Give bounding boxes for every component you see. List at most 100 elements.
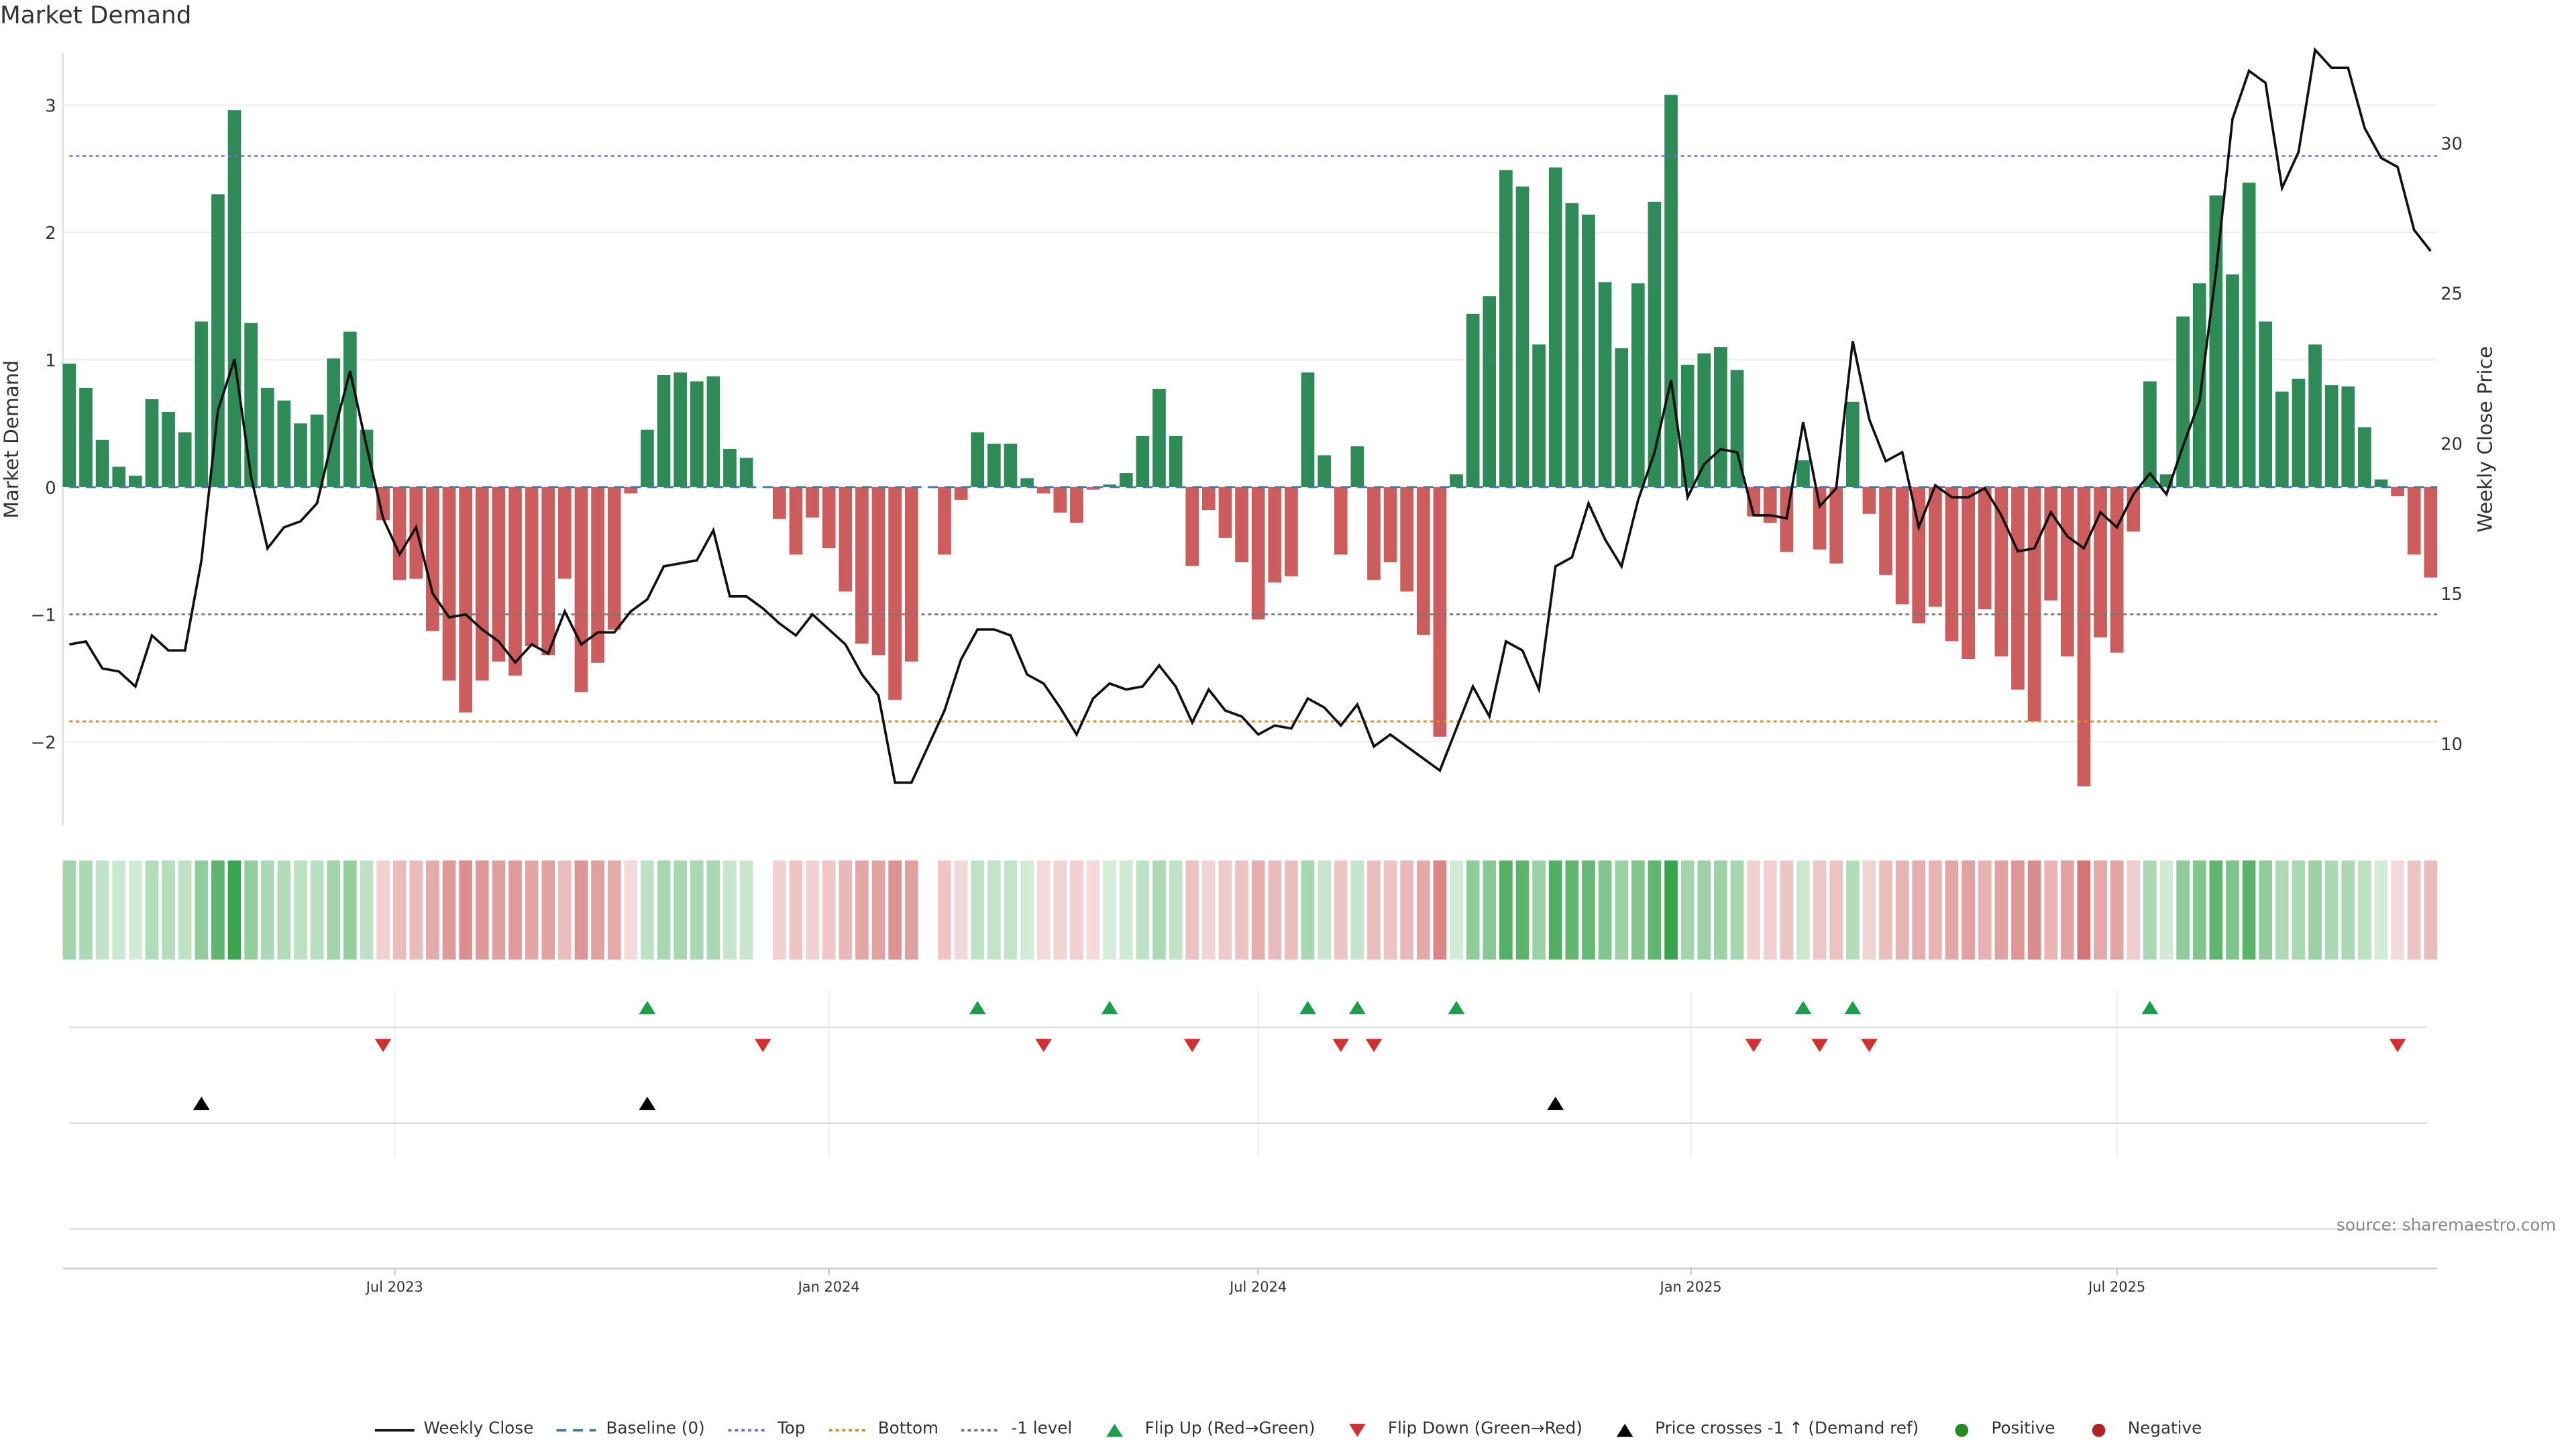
flip-down-marker xyxy=(754,1039,771,1052)
demand-strip-cell xyxy=(2027,860,2041,960)
demand-strip-cell xyxy=(2209,860,2223,960)
demand-strip-cell xyxy=(2011,860,2025,960)
legend-item: Bottom xyxy=(828,1420,938,1439)
legend-line-icon xyxy=(374,1428,414,1431)
negative-bar xyxy=(426,486,439,631)
x-tick-label: Jul 2023 xyxy=(365,1279,423,1295)
demand-strip-cell xyxy=(1763,860,1777,960)
demand-strip-cell xyxy=(1070,860,1083,960)
negative-bar xyxy=(1895,486,1909,605)
negative-bar xyxy=(1929,486,1942,607)
negative-bar xyxy=(2077,486,2091,786)
flip-up-marker xyxy=(1101,1000,1118,1015)
positive-bar xyxy=(178,432,192,487)
demand-strip-cell xyxy=(1548,860,1562,960)
demand-strip-cell xyxy=(1169,860,1183,960)
demand-strip-cell xyxy=(128,860,142,960)
positive-bar xyxy=(2259,321,2273,487)
y2-tick-label: 10 xyxy=(2440,735,2463,755)
demand-strip-cell xyxy=(723,860,737,960)
demand-strip-cell xyxy=(1301,860,1315,960)
negative-bar xyxy=(409,486,423,579)
demand-strip-cell xyxy=(1350,860,1364,960)
positive-bar xyxy=(1499,170,1513,487)
y2-tick-label: 25 xyxy=(2440,284,2463,305)
demand-strip-cell xyxy=(310,860,324,960)
demand-strip-cell xyxy=(2226,860,2239,960)
negative-bar xyxy=(772,486,786,519)
negative-bar xyxy=(591,486,604,663)
y2-tick-label: 30 xyxy=(2440,134,2463,154)
positive-bar xyxy=(277,400,291,487)
flip-down-marker xyxy=(374,1039,392,1052)
x-tick-label: Jan 2025 xyxy=(1659,1279,1722,1295)
demand-strip-cell xyxy=(162,860,175,960)
positive-bar xyxy=(1004,444,1018,487)
flip-down-marker xyxy=(1365,1039,1383,1052)
demand-strip-cell xyxy=(2358,860,2371,960)
negative-bar xyxy=(442,486,456,681)
positive-bar xyxy=(1318,455,1331,487)
positive-bar xyxy=(145,399,159,487)
negative-bar xyxy=(954,486,968,500)
positive-bar xyxy=(1483,296,1497,487)
positive-bar xyxy=(674,372,687,487)
demand-strip-cell xyxy=(1152,860,1166,960)
demand-strip-cell xyxy=(1929,860,1942,960)
demand-strip-cell xyxy=(2341,860,2355,960)
positive-bar xyxy=(2358,427,2371,487)
negative-bar xyxy=(508,486,522,676)
demand-strip-cell xyxy=(2176,860,2190,960)
positive-bar xyxy=(162,411,175,487)
negative-bar xyxy=(475,486,489,681)
demand-strip-cell xyxy=(1598,860,1612,960)
positive-bar xyxy=(971,432,985,487)
weekly-close-line xyxy=(69,47,2432,784)
demand-strip-cell xyxy=(1648,860,1662,960)
negative-bar xyxy=(1086,486,1100,490)
demand-strip-cell xyxy=(376,860,390,960)
y-tick-label: 0 xyxy=(45,478,56,499)
negative-bar xyxy=(1383,486,1397,562)
demand-strip-cell xyxy=(1119,860,1133,960)
demand-strip-cell xyxy=(525,860,539,960)
demand-strip-cell xyxy=(624,860,638,960)
demand-strip-cell xyxy=(657,860,671,960)
demand-strip-cell xyxy=(1004,860,1018,960)
demand-strip-cell xyxy=(1318,860,1331,960)
demand-strip-cell xyxy=(1862,860,1876,960)
positive-bar xyxy=(1582,214,1595,487)
demand-strip-cell xyxy=(1631,860,1645,960)
demand-strip-cell xyxy=(62,860,76,960)
positive-bar xyxy=(723,448,737,487)
demand-strip-cell xyxy=(1433,860,1447,960)
negative-bar xyxy=(822,486,836,549)
positive-bar xyxy=(1152,389,1166,487)
negative-bar xyxy=(855,486,869,644)
legend-dash-icon xyxy=(556,1428,596,1431)
demand-strip-cell xyxy=(1829,860,1843,960)
positive-bar xyxy=(2374,479,2388,487)
positive-bar xyxy=(1103,484,1116,487)
positive-bar xyxy=(1532,344,1546,487)
negative-bar xyxy=(1334,486,1348,555)
positive-bar xyxy=(1714,347,1727,487)
demand-strip-cell xyxy=(2044,860,2058,960)
positive-bar xyxy=(690,381,704,487)
demand-strip-cell xyxy=(1912,860,1926,960)
negative-bar xyxy=(1268,486,1282,583)
positive-bar xyxy=(2176,316,2190,487)
demand-strip-cell xyxy=(343,860,357,960)
demand-strip-cell xyxy=(806,860,819,960)
positive-bar xyxy=(1548,167,1562,487)
demand-strip-cell xyxy=(2391,860,2404,960)
demand-strip-cell xyxy=(690,860,704,960)
source-note: source: sharemaestro.com xyxy=(2337,1217,2557,1236)
positive-bar xyxy=(1598,282,1612,487)
demand-strip-cell xyxy=(1582,860,1595,960)
y2-tick-label: 15 xyxy=(2440,584,2463,605)
positive-bar xyxy=(1350,446,1364,487)
flip-up-marker xyxy=(969,1000,986,1015)
legend-item: -1 level xyxy=(961,1420,1072,1439)
price-cross-marker xyxy=(639,1096,656,1110)
